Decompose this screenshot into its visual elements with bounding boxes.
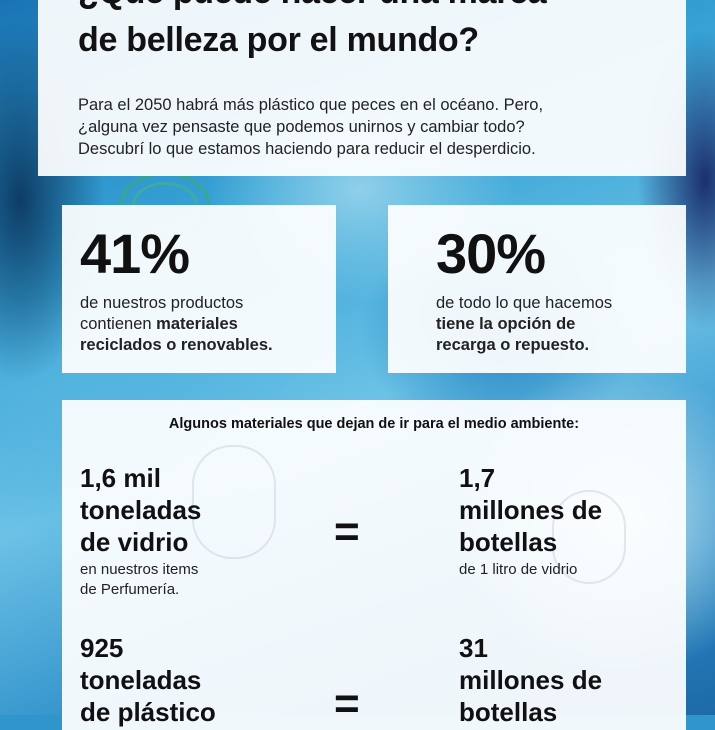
material-row-1-right: 1,7 millones de botellas de 1 litro de v… (459, 462, 602, 580)
material-note-line: de Perfumería. (80, 581, 180, 598)
material-note: de 1 litro de vidrio (459, 560, 602, 580)
intro-paragraph: Para el 2050 habrá más plástico que pece… (78, 94, 658, 160)
materials-card: Algunos materiales que dejan de ir para … (62, 400, 686, 730)
material-amount: 1,6 mil toneladas de vidrio (80, 462, 201, 558)
material-equivalent: 31 millones de botellas (459, 632, 602, 728)
title-line-1: ¿Qué puede hacer una marca (78, 0, 547, 16)
material-amount-line: de plástico (80, 697, 216, 727)
stat-line: tiene la opción de (436, 314, 612, 335)
intro-line-1: Para el 2050 habrá más plástico que pece… (78, 96, 544, 114)
stat-bold-text: materiales (156, 315, 238, 333)
material-equivalent-line: botellas (459, 527, 558, 557)
stat-line: de todo lo que hacemos (436, 294, 613, 312)
material-row-1-left: 1,6 mil toneladas de vidrio en nuestros … (80, 462, 201, 600)
material-equivalent-line: millones de (459, 495, 603, 525)
material-equivalent-line: 31 (459, 633, 488, 663)
stat-plain-text: contienen (80, 315, 157, 333)
material-amount-line: 925 (80, 633, 124, 663)
material-amount-line: de vidrio (80, 527, 189, 557)
material-row-2-left: 925 toneladas de plástico (80, 632, 216, 728)
stat-description: de todo lo que hacemos tiene la opción d… (436, 293, 612, 356)
stat-number: 41% (80, 222, 190, 285)
header-card: ¿Qué puede hacer una marca de belleza po… (38, 0, 686, 176)
intro-line-2: ¿alguna vez pensaste que podemos unirnos… (78, 118, 525, 136)
stat-number: 30% (436, 222, 546, 285)
material-equivalent-line: millones de (459, 665, 603, 695)
intro-line-3: Descubrí lo que estamos haciendo para re… (78, 140, 536, 158)
materials-heading: Algunos materiales que dejan de ir para … (168, 416, 580, 432)
bottle-decoration (552, 490, 626, 584)
stat-line: reciclados o renovables. (80, 335, 273, 356)
material-equivalent-line: botellas (459, 697, 558, 727)
material-equivalent: 1,7 millones de botellas (459, 462, 602, 558)
material-amount-line: toneladas (80, 665, 202, 695)
stat-card-refill: 30% de todo lo que hacemos tiene la opci… (388, 205, 686, 373)
material-note-line: de 1 litro de vidrio (459, 561, 578, 578)
material-amount-line: toneladas (80, 495, 202, 525)
material-equivalent-line: 1,7 (459, 463, 496, 493)
stat-line: contienen materiales (80, 314, 273, 335)
material-amount-line: 1,6 mil (80, 463, 161, 493)
stat-line: recarga o repuesto. (436, 335, 612, 356)
equals-sign: = (334, 679, 360, 728)
stat-line: de nuestros productos (80, 294, 244, 312)
stat-card-recycled: 41% de nuestros productos contienen mate… (62, 205, 336, 373)
stat-description: de nuestros productos contienen material… (80, 293, 273, 356)
material-amount: 925 toneladas de plástico (80, 632, 216, 728)
equals-sign: = (334, 507, 360, 556)
stat-bold-text: reciclados o renovables. (80, 336, 273, 354)
material-row-2-right: 31 millones de botellas (459, 632, 602, 728)
material-note: en nuestros items de Perfumería. (80, 560, 201, 600)
bottle-decoration (192, 445, 276, 559)
stat-bold-text: recarga o repuesto. (436, 336, 590, 354)
page-title: ¿Qué puede hacer una marca de belleza po… (78, 0, 547, 64)
title-line-2: de belleza por el mundo? (78, 21, 479, 59)
material-note-line: en nuestros items (80, 561, 199, 578)
stat-bold-text: tiene la opción de (436, 315, 576, 333)
